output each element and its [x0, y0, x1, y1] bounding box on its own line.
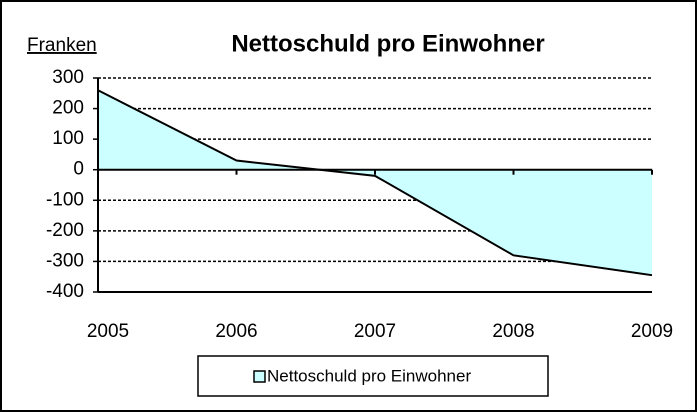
legend-label: Nettoschuld pro Einwohner	[267, 366, 471, 385]
y-tick-label: -400	[46, 281, 84, 302]
y-tick-label: 100	[52, 128, 84, 149]
x-tick-label: 2007	[354, 321, 396, 342]
y-tick-label: 300	[52, 67, 84, 88]
area	[98, 90, 652, 276]
x-tick-label: 2006	[215, 321, 257, 342]
chart-title: Nettoschuld pro Einwohner	[231, 30, 544, 57]
y-tick-label: -300	[46, 250, 84, 271]
y-axis-label: Franken	[27, 35, 97, 56]
x-tick-label: 2008	[492, 321, 534, 342]
y-tick-label: 0	[73, 159, 84, 180]
legend-swatch	[253, 370, 266, 383]
x-tick-label: 2005	[87, 321, 129, 342]
line	[97, 89, 653, 277]
y-tick-label: -200	[46, 220, 84, 241]
y-tick-label: 200	[52, 98, 84, 119]
y-tick-label: -100	[46, 189, 84, 210]
x-tick-label: 2009	[631, 321, 673, 342]
